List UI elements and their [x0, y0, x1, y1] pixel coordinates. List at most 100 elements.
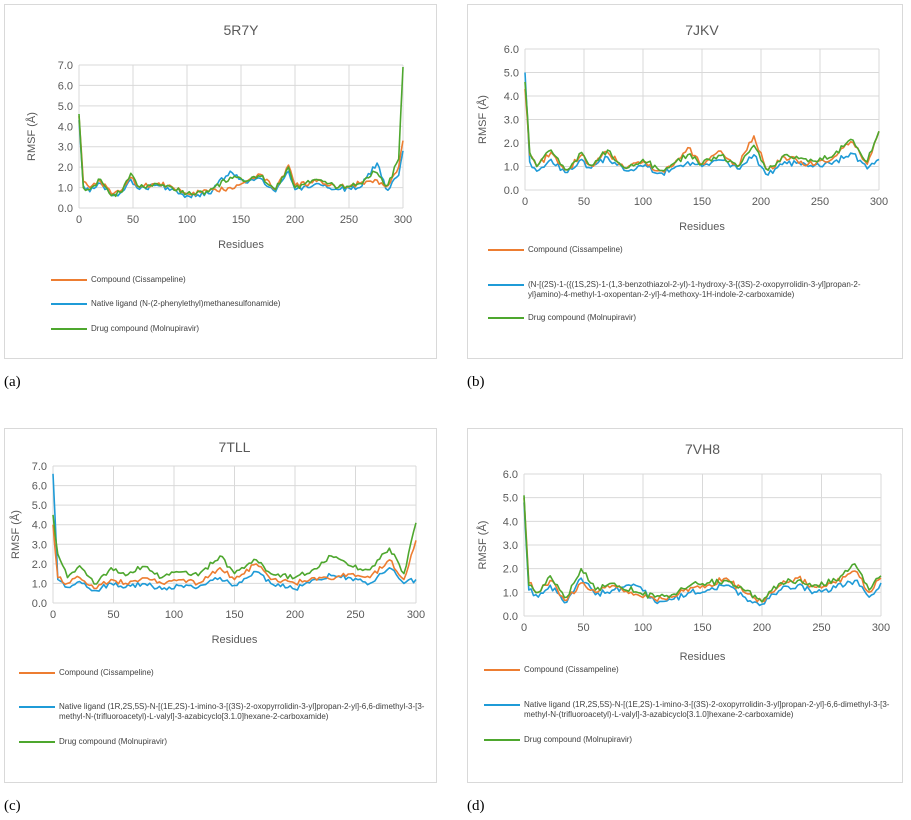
legend-swatch-native [484, 704, 520, 706]
y-tick-label: 1.0 [32, 578, 47, 590]
y-tick-label: 2.0 [32, 559, 47, 571]
y-tick-label: 6.0 [32, 481, 47, 493]
x-axis-label: Residues [679, 221, 725, 233]
x-tick-label: 200 [286, 609, 304, 621]
legend-item-drug: Drug compound (Molnupiravir) [19, 737, 431, 747]
chart-panel-c: 7TLL 0.0 1.0 2.0 3.0 4.0 5.0 6.0 7.0 0 50 100 150 200… [4, 428, 437, 783]
legend-item-compound: Compound (Cissampeline) [51, 275, 431, 285]
y-tick-label: 3.0 [58, 142, 73, 154]
x-tick-label: 0 [522, 196, 528, 208]
legend-swatch-compound [51, 279, 87, 281]
y-tick-label: 2.0 [504, 138, 519, 150]
legend-label-native: Native ligand (1R,2S,5S)-N-[(1E,2S)-1-im… [59, 702, 425, 721]
x-tick-label: 150 [693, 622, 711, 634]
chart-title: 5R7Y [223, 22, 259, 38]
x-tick-label: 50 [578, 196, 590, 208]
legend-label-native: Native ligand (1R,2S,5S)-N-[(1E,2S)-1-im… [524, 700, 890, 719]
legend-item-native: Native ligand (1R,2S,5S)-N-[(1E,2S)-1-im… [484, 700, 896, 720]
legend-label-native: Native ligand (N-(2-phenylethyl)methanes… [91, 299, 281, 308]
y-tick-label: 6.0 [504, 44, 519, 56]
x-axis-label: Residues [680, 651, 726, 663]
legend-item-native: Native ligand (1R,2S,5S)-N-[(1E,2S)-1-im… [19, 702, 431, 722]
y-tick-label: 6.0 [503, 469, 518, 481]
x-axis-label: Residues [218, 239, 264, 251]
x-tick-label: 250 [811, 196, 829, 208]
y-tick-label: 5.0 [503, 493, 518, 505]
y-axis-label: RMSF (Å) [476, 521, 489, 570]
legend-swatch-compound [19, 672, 55, 674]
chart-title: 7TLL [219, 439, 251, 455]
panel-label-a: (a) [4, 374, 21, 390]
legend-swatch-drug [484, 739, 520, 741]
legend-item-drug: Drug compound (Molnupiravir) [51, 324, 431, 334]
series-line-drug [52, 514, 417, 585]
x-tick-label: 250 [812, 622, 830, 634]
y-tick-label: 1.0 [503, 587, 518, 599]
y-tick-label: 4.0 [58, 121, 73, 133]
legend-label-native: (N-[(2S)-1-({(1S,2S)-1-(1,3-benzothiazol… [528, 280, 861, 299]
x-tick-label: 150 [225, 609, 243, 621]
x-tick-label: 150 [232, 214, 250, 226]
y-axis-label: RMSF (Å) [9, 510, 22, 559]
legend-swatch-drug [19, 741, 55, 743]
legend-swatch-native [19, 706, 55, 708]
x-tick-label: 150 [693, 196, 711, 208]
legend-label-drug: Drug compound (Molnupiravir) [524, 735, 633, 744]
series-line-native [524, 72, 880, 176]
y-tick-label: 2.0 [503, 564, 518, 576]
legend-item-compound: Compound (Cissampeline) [484, 665, 896, 675]
x-tick-label: 250 [340, 214, 358, 226]
legend-swatch-native [51, 303, 87, 305]
chart-title: 7VH8 [685, 441, 720, 457]
legend-item-native: Native ligand (N-(2-phenylethyl)methanes… [51, 299, 431, 309]
y-tick-label: 7.0 [32, 461, 47, 473]
y-tick-label: 0.0 [504, 185, 519, 197]
y-tick-label: 0.0 [503, 611, 518, 623]
y-tick-label: 4.0 [32, 520, 47, 532]
chart-svg-b: 7JKV 0.0 1.0 2.0 3.0 4.0 5.0 6.0 0 50 100 150 200 250… [476, 22, 888, 233]
chart-panel-d: 7VH8 0.0 1.0 2.0 3.0 4.0 5.0 6.0 0 50 100 150 200 250… [467, 428, 903, 783]
x-tick-label: 200 [752, 196, 770, 208]
y-tick-label: 6.0 [58, 80, 73, 92]
panel-label-c: (c) [4, 798, 21, 814]
y-tick-label: 4.0 [503, 516, 518, 528]
series-line-drug [523, 495, 882, 603]
y-axis-label: RMSF (Å) [476, 95, 489, 144]
x-tick-label: 50 [577, 622, 589, 634]
x-tick-label: 250 [346, 609, 364, 621]
y-tick-label: 1.0 [504, 162, 519, 174]
x-tick-label: 100 [634, 196, 652, 208]
legend-swatch-native [488, 284, 524, 286]
x-tick-label: 100 [634, 622, 652, 634]
x-tick-label: 300 [870, 196, 888, 208]
y-tick-label: 4.0 [504, 91, 519, 103]
legend-item-compound: Compound (Cissampeline) [488, 245, 888, 255]
x-tick-label: 200 [286, 214, 304, 226]
legend-label-compound: Compound (Cissampeline) [59, 668, 154, 677]
series-line-compound [523, 497, 882, 603]
y-axis-label: RMSF (Å) [25, 112, 38, 161]
series-line-drug [524, 81, 880, 172]
y-tick-label: 2.0 [58, 162, 73, 174]
panel-label-d: (d) [467, 798, 485, 814]
legend-item-drug: Drug compound (Molnupiravir) [484, 735, 896, 745]
legend-item-compound: Compound (Cissampeline) [19, 668, 431, 678]
chart-svg-d: 7VH8 0.0 1.0 2.0 3.0 4.0 5.0 6.0 0 50 100 150 200 250… [476, 441, 890, 663]
chart-title: 7JKV [685, 22, 719, 38]
series-line-compound [52, 524, 417, 590]
x-tick-label: 300 [407, 609, 425, 621]
y-tick-label: 5.0 [58, 101, 73, 113]
y-tick-label: 0.0 [58, 203, 73, 215]
legend-label-drug: Drug compound (Molnupiravir) [91, 324, 200, 333]
panel-label-b: (b) [467, 374, 485, 390]
x-tick-label: 0 [50, 609, 56, 621]
x-axis-label: Residues [212, 634, 258, 646]
y-tick-label: 1.0 [58, 183, 73, 195]
series-line-drug [78, 66, 404, 198]
y-tick-label: 0.0 [32, 598, 47, 610]
legend-label-compound: Compound (Cissampeline) [524, 665, 619, 674]
x-tick-label: 100 [165, 609, 183, 621]
x-tick-label: 50 [127, 214, 139, 226]
legend-label-compound: Compound (Cissampeline) [91, 275, 186, 284]
y-tick-label: 3.0 [503, 540, 518, 552]
